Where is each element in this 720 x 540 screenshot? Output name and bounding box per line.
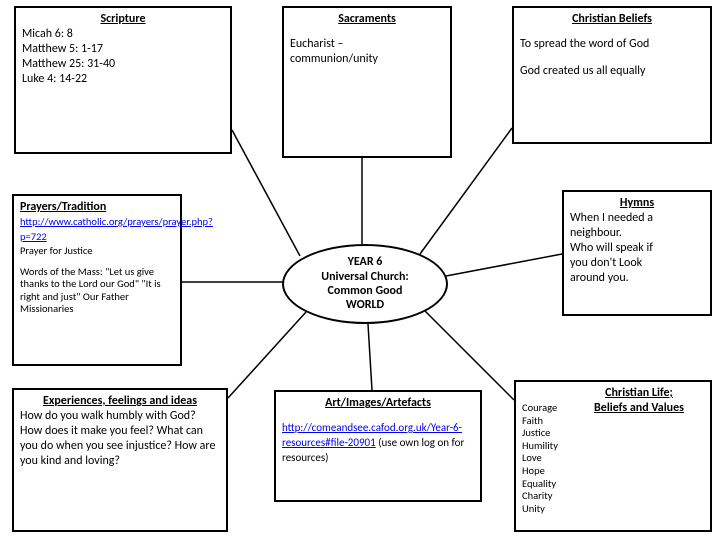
life-box: Courage Faith Justice Humility Love Hope…: [514, 380, 712, 532]
hymns-title: Hymns: [620, 196, 654, 210]
sacraments-box: Sacraments Eucharist – communion/unity: [282, 6, 452, 158]
life-item: Hope: [522, 465, 574, 478]
life-subtitle: Beliefs and Values: [594, 401, 684, 415]
scripture-line: Matthew 5: 1-17: [22, 42, 224, 57]
life-item: Unity: [522, 503, 574, 516]
hymns-line: neighbour.: [570, 226, 704, 241]
experiences-para: How do you walk humbly with God? How doe…: [20, 409, 220, 469]
experiences-box: Experiences, feelings and ideas How do y…: [12, 388, 228, 532]
beliefs-line: God created us all equally: [520, 64, 704, 79]
life-items: Courage Faith Justice Humility Love Hope…: [522, 386, 574, 526]
prayers-link[interactable]: http://www.catholic.org/prayers/prayer.p…: [20, 215, 213, 243]
scripture-line: Luke 4: 14-22: [22, 72, 224, 87]
life-item: Courage: [522, 402, 574, 415]
hymns-line: When I needed a: [570, 211, 704, 226]
center-topic-oval: YEAR 6 Universal Church: Common Good WOR…: [282, 244, 448, 324]
prayers-box: Prayers/Tradition http://www.catholic.or…: [12, 194, 182, 366]
hymns-box: Hymns When I needed a neighbour. Who wil…: [562, 190, 712, 316]
beliefs-line: To spread the word of God: [520, 37, 704, 52]
prayers-afterlink: Prayer for Justice: [20, 245, 174, 258]
scripture-line: Micah 6: 8: [22, 27, 224, 42]
center-line: YEAR 6: [348, 255, 383, 269]
sacraments-line: Eucharist –: [290, 37, 444, 52]
life-item: Justice: [522, 427, 574, 440]
beliefs-box: Christian Beliefs To spread the word of …: [512, 6, 712, 144]
scripture-title: Scripture: [100, 12, 145, 26]
prayers-para: Words of the Mass: "Let us give thanks t…: [20, 266, 174, 316]
life-item: Charity: [522, 490, 574, 503]
life-title: Christian Life;: [605, 386, 673, 400]
sacraments-line: communion/unity: [290, 52, 444, 67]
hymns-line: around you.: [570, 271, 704, 286]
scripture-line: Matthew 25: 31-40: [22, 57, 224, 72]
prayers-title: Prayers/Tradition: [20, 200, 106, 214]
center-line: WORLD: [346, 298, 384, 312]
beliefs-title: Christian Beliefs: [520, 12, 704, 27]
center-line: Universal Church:: [321, 270, 408, 284]
center-line: Common Good: [328, 284, 403, 298]
art-box: Art/Images/Artefacts http://comeandsee.c…: [274, 390, 482, 502]
experiences-title: Experiences, feelings and ideas: [43, 394, 197, 408]
sacraments-title: Sacraments: [290, 12, 444, 27]
art-title: Art/Images/Artefacts: [282, 396, 474, 411]
hymns-line: you don't Look: [570, 256, 704, 271]
hymns-line: Who will speak if: [570, 241, 704, 256]
scripture-box: Scripture Micah 6: 8 Matthew 5: 1-17 Mat…: [14, 6, 232, 154]
